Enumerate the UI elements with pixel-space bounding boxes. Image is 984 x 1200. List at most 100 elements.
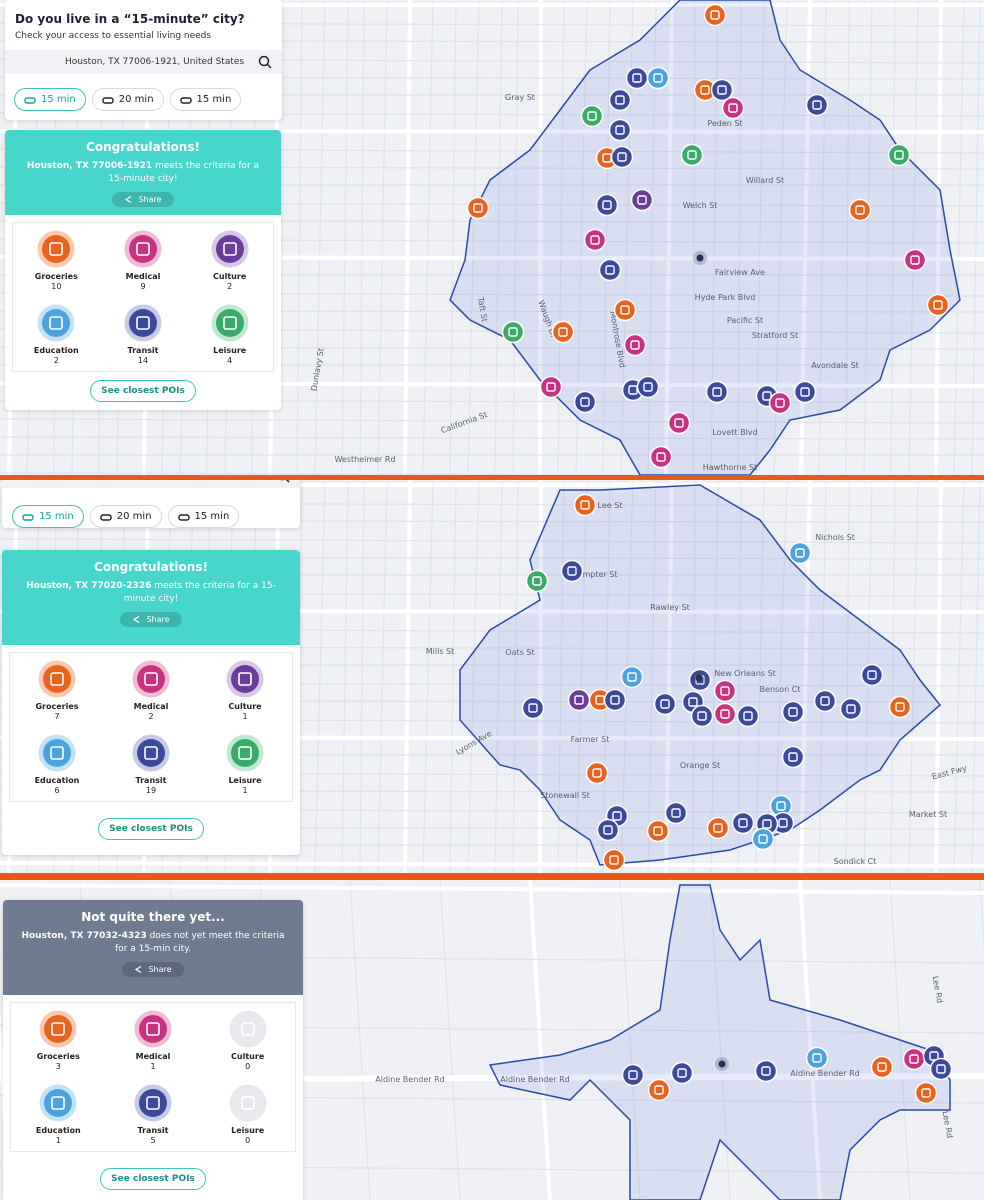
poi-circle — [610, 145, 634, 169]
share-icon — [135, 965, 142, 974]
category-glyph — [146, 1095, 160, 1110]
poi-icon — [546, 382, 556, 392]
category-name: Transit — [127, 345, 159, 355]
see-pois-button[interactable]: See closest POIs — [90, 380, 196, 402]
category-glyph — [238, 671, 252, 686]
poi-icon — [687, 150, 697, 160]
category-icon — [211, 230, 249, 267]
title: Do you live in a “15-minute” city? — [15, 12, 245, 26]
share-icon — [135, 965, 142, 974]
location-dot — [696, 254, 704, 262]
poi-circle — [914, 1081, 938, 1105]
mode-pill[interactable]: 15 min — [167, 505, 240, 528]
see-pois-button[interactable]: See closest POIs — [98, 817, 204, 840]
mode-pill[interactable]: 20 min — [91, 88, 164, 111]
road — [755, 480, 765, 873]
poi-circle — [754, 1059, 778, 1083]
mode-pill[interactable]: 15 min — [14, 88, 86, 111]
category-icon — [37, 230, 75, 267]
poi-icon — [632, 73, 642, 83]
poi-marker — [706, 816, 730, 840]
mode-label: 15 min — [194, 511, 230, 522]
road — [512, 480, 519, 873]
poi-icon — [761, 1066, 771, 1076]
poi-marker — [768, 391, 792, 415]
poi-icon — [929, 1051, 939, 1061]
poi-marker — [731, 811, 755, 835]
road — [647, 480, 657, 873]
category-icon — [132, 660, 170, 697]
category-count: 9 — [140, 281, 146, 291]
street-label: Stratford St — [752, 331, 798, 340]
poi-circle — [646, 819, 670, 843]
poi-marker — [887, 143, 911, 167]
category-name: Leisure — [213, 345, 247, 355]
poi-icon — [855, 205, 865, 215]
walk-area — [488, 884, 951, 1200]
road — [314, 480, 326, 873]
mode-icon — [177, 513, 190, 521]
mode-pill[interactable]: 15 min — [12, 505, 84, 528]
address-field[interactable]: Houston, TX 77006-1921, United States — [5, 50, 282, 74]
poi-circle — [902, 1047, 926, 1071]
poi-marker — [805, 1046, 829, 1070]
result-card: Not quite there yet... Houston, TX 77032-… — [3, 900, 303, 1200]
address-field[interactable]: Houston, TX 77020-2326, United States — [2, 480, 300, 488]
share-button[interactable]: Share — [112, 192, 174, 207]
poi-circle — [736, 704, 760, 728]
button-row: See closest POIs — [3, 1152, 303, 1200]
poi-circle — [621, 1063, 645, 1087]
category-glyph — [50, 671, 64, 686]
poi-marker — [813, 689, 837, 713]
road — [845, 480, 850, 873]
poi-icon — [580, 397, 590, 407]
poi-circle — [731, 811, 755, 835]
street-label: Hyde Park Blvd — [695, 293, 756, 302]
category: Education 2 — [13, 297, 100, 371]
street-label: Gray St — [505, 93, 535, 102]
category-circle — [138, 1088, 167, 1117]
category-glyph — [51, 1021, 66, 1036]
street-label: Mills St — [426, 647, 455, 656]
share-button[interactable]: Share — [122, 962, 184, 977]
road — [0, 436, 984, 440]
poi-circle — [667, 411, 691, 435]
road — [934, 480, 943, 873]
category-glyph — [136, 241, 150, 256]
street-label: Sondick Ct — [834, 857, 877, 866]
poi-circle — [813, 689, 837, 713]
road — [710, 480, 719, 873]
share-button[interactable]: Share — [120, 612, 182, 627]
panel: Westheimer Rd Gray St Peden St Willard St We… — [0, 0, 984, 475]
street-label: Hawthorne St — [703, 463, 757, 472]
street-label: Pacific St — [727, 316, 763, 325]
road — [538, 480, 543, 873]
category-circle — [231, 664, 259, 693]
poi-marker — [664, 801, 688, 825]
mode-icon — [22, 513, 34, 521]
category-glyph — [144, 745, 158, 760]
mode-pill[interactable]: 15 min — [169, 88, 242, 111]
road — [467, 0, 480, 475]
poi-icon — [528, 703, 538, 713]
poi-marker — [667, 411, 691, 435]
share-label: Share — [138, 195, 162, 204]
poi-circle — [670, 1061, 694, 1085]
category-name: Culture — [231, 1051, 265, 1061]
category-glyph — [146, 1021, 160, 1036]
poi-circle — [860, 663, 884, 687]
poi-circle — [903, 248, 927, 272]
poi-circle — [647, 1078, 671, 1102]
poi-marker — [610, 145, 634, 169]
mode-pill[interactable]: 20 min — [89, 505, 162, 528]
result-text: Houston, TX 77032-4323 does not yet meet… — [19, 930, 287, 956]
category-glyph — [240, 1095, 255, 1110]
see-pois-button[interactable]: See closest POIs — [100, 1167, 206, 1190]
poi-circle — [620, 665, 644, 689]
road — [341, 0, 349, 475]
street-label: Benson Ct — [760, 685, 801, 694]
result-header: Not quite there yet... Houston, TX 77032-… — [3, 900, 303, 995]
category-icon — [226, 660, 264, 697]
poi-marker — [649, 445, 673, 469]
poi-marker — [621, 1063, 645, 1087]
